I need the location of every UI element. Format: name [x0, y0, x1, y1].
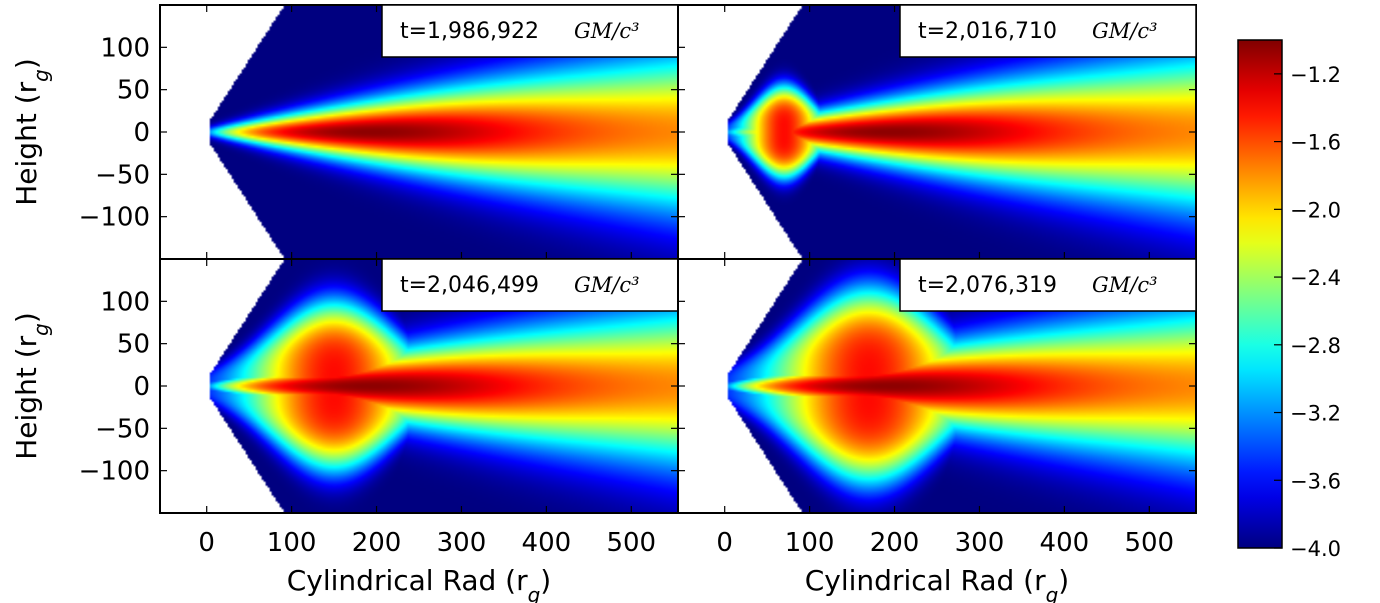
y-axis-label-top: Height (rg): [10, 58, 53, 206]
annotation-box: [381, 258, 679, 312]
x-tick-label: 200: [870, 528, 920, 558]
y-tick-label: 100: [100, 33, 150, 63]
annotation-unit: GM/c³: [1092, 19, 1158, 43]
annotation-box: [381, 4, 679, 58]
annotation-box: [899, 258, 1197, 312]
y-tick-label: 50: [117, 76, 150, 106]
colorbar-bar: [1237, 39, 1283, 549]
panel-top-left: t=1,986,922 GM/c³: [159, 4, 679, 260]
x-tick-label: 0: [716, 528, 733, 558]
x-axis-label-left: Cylindrical Rad (rg): [287, 564, 551, 603]
y-tick-label: −100: [79, 457, 150, 487]
panel-bottom-right: t=2,076,319 GM/c³: [677, 258, 1197, 514]
annotation-unit: GM/c³: [574, 273, 640, 297]
annotation-unit: GM/c³: [574, 19, 640, 43]
annotation-time: t=2,076,319: [918, 273, 1057, 298]
x-axis-label-right: Cylindrical Rad (rg): [805, 564, 1069, 603]
annotation-time: t=1,986,922: [400, 19, 539, 44]
x-tick-label: 400: [1040, 528, 1090, 558]
x-tick-label: 100: [785, 528, 835, 558]
x-tick-label: 400: [522, 528, 572, 558]
annotation-unit: GM/c³: [1092, 273, 1158, 297]
annotation-box: [899, 4, 1197, 58]
x-tick-labels: 0 100 200 300 400 500 0 100 200 300 400 500: [198, 528, 1174, 558]
y-tick-label: −100: [79, 203, 150, 233]
y-tick-label: −50: [95, 160, 150, 190]
panel-top-right: t=2,016,710 GM/c³: [677, 4, 1197, 260]
x-tick-label: 0: [198, 528, 215, 558]
annotation-time: t=2,016,710: [918, 19, 1057, 44]
colorbar-tick-label: −1.2: [1290, 63, 1341, 87]
colorbar-tick-label: −2.0: [1290, 198, 1341, 222]
time-annotation: t=2,076,319 GM/c³: [899, 258, 1197, 312]
y-tick-label: 100: [100, 287, 150, 317]
colorbar-tick-label: −1.6: [1290, 131, 1341, 155]
y-tick-label: 50: [117, 330, 150, 360]
colorbar: −1.2 −1.6 −2.0 −2.4 −2.8 −3.2 −3.6 −4.0: [1237, 39, 1341, 561]
y-tick-label: 0: [133, 372, 150, 402]
colorbar-tick-label: −3.6: [1290, 469, 1341, 493]
y-axis-label-bottom: Height (rg): [10, 312, 53, 460]
x-tick-label: 500: [606, 528, 656, 558]
x-tick-label: 500: [1124, 528, 1174, 558]
x-tick-label: 300: [437, 528, 487, 558]
colorbar-tick-label: −3.2: [1290, 402, 1341, 426]
y-tick-labels: 100 50 0 −50 −100 100 50 0 −50 −100: [79, 33, 150, 486]
colorbar-tick-label: −2.8: [1290, 334, 1341, 358]
x-tick-label: 100: [267, 528, 317, 558]
colorbar-tick-label: −2.4: [1290, 266, 1341, 290]
x-tick-label: 300: [955, 528, 1005, 558]
colorbar-tick-label: −4.0: [1290, 537, 1341, 561]
colorbar-ticks: −1.2 −1.6 −2.0 −2.4 −2.8 −3.2 −3.6 −4.0: [1274, 63, 1341, 561]
y-tick-label: −50: [95, 414, 150, 444]
panel-bottom-left: t=2,046,499 GM/c³: [159, 258, 679, 514]
y-tick-label: 0: [133, 118, 150, 148]
annotation-time: t=2,046,499: [400, 273, 539, 298]
time-annotation: t=1,986,922 GM/c³: [381, 4, 679, 58]
time-annotation: t=2,016,710 GM/c³: [899, 4, 1197, 58]
x-tick-label: 200: [352, 528, 402, 558]
time-annotation: t=2,046,499 GM/c³: [381, 258, 679, 312]
